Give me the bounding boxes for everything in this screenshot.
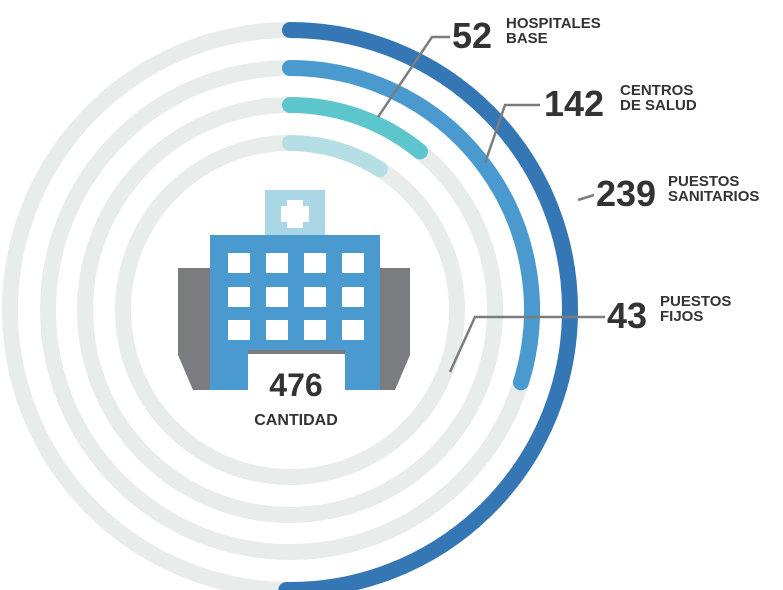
leader-line	[376, 35, 450, 118]
radial-bar	[282, 135, 388, 178]
category-label: HOSPITALES	[506, 15, 601, 32]
category-label: CENTROS	[620, 82, 693, 99]
value-label: 142	[544, 83, 604, 124]
radial-bar	[282, 97, 428, 160]
total-value: 476	[269, 367, 322, 403]
radial-bar	[278, 22, 578, 590]
category-label: DE SALUD	[620, 97, 697, 114]
category-label: BASE	[506, 30, 548, 47]
value-label: 239	[596, 173, 656, 214]
leader-line	[448, 315, 605, 373]
door-top	[248, 350, 345, 354]
windows	[228, 253, 364, 340]
value-label: 43	[607, 295, 647, 336]
cross	[281, 206, 309, 222]
total-label: CANTIDAD	[254, 412, 338, 429]
value-label: 52	[452, 15, 492, 56]
building-icon	[178, 190, 410, 395]
category-label: FIJOS	[660, 308, 703, 325]
category-label: PUESTOS	[660, 293, 731, 310]
category-label: PUESTOS	[668, 173, 739, 190]
category-label: SANITARIOS	[668, 188, 759, 205]
leader-line	[483, 103, 540, 164]
leader-line	[577, 193, 595, 202]
door	[248, 350, 345, 395]
